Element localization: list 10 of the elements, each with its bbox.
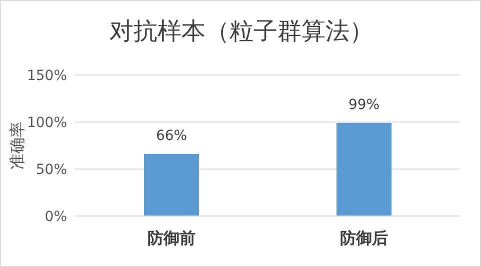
data-label: 99% [348, 96, 380, 113]
x-tick-label: 防御前 [147, 228, 196, 248]
x-tick-label: 防御后 [340, 228, 388, 248]
y-tick-label: 50% [36, 162, 67, 178]
y-tick-label: 0% [44, 208, 67, 225]
y-tick-label: 100% [26, 114, 67, 131]
y-tick-label: 150% [26, 68, 67, 84]
chart-title: 对抗样本（粒子群算法） [108, 16, 374, 47]
data-label: 66% [156, 128, 188, 144]
y-axis-title: 准确率 [8, 122, 27, 170]
